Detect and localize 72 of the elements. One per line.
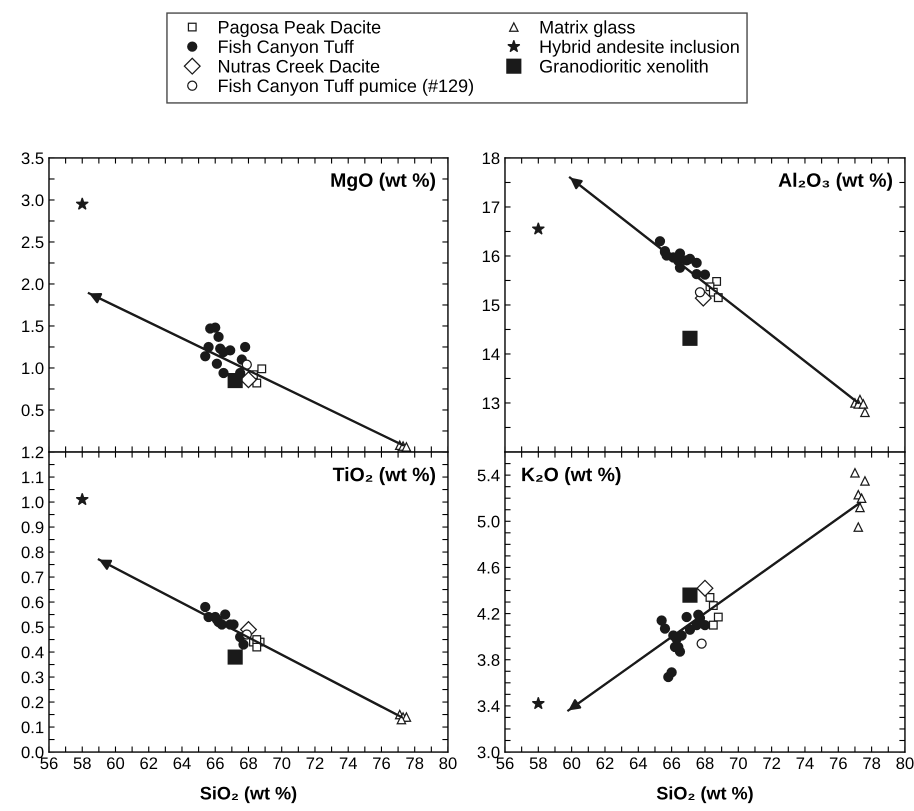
x-tick-label: 70 [730, 757, 747, 770]
text: Al₂O₃ (wt %) [778, 172, 892, 191]
y-tick-label: 1.2 [22, 446, 44, 458]
x-tick-label: 68 [240, 757, 258, 770]
x-tick-label: 72 [763, 757, 780, 769]
legend-label: Fish Canyon Tuff pumice (#129) [219, 78, 473, 96]
text: MgO (wt %) [331, 172, 436, 191]
x-tick-label: 76 [373, 757, 390, 770]
x-tick-label: 66 [663, 757, 680, 770]
y-tick-label: 2.5 [22, 236, 44, 248]
legend-label: Fish Canyon Tuff [219, 40, 354, 57]
y-tick-label: 0.2 [22, 696, 44, 708]
x-tick-label: 58 [74, 757, 91, 770]
x-tick-label: 78 [863, 757, 880, 770]
y-tick-label: 5.0 [478, 516, 500, 528]
y-tick-label: 3.0 [478, 746, 500, 758]
x-tick-label: 66 [206, 757, 224, 770]
y-tick-label: 14 [482, 348, 500, 360]
y-tick-label: 0.7 [22, 571, 44, 584]
legend-label: Pagosa Peak Dacite [219, 20, 380, 38]
x-tick-label: 64 [174, 757, 191, 770]
y-tick-label: 18 [482, 152, 500, 164]
y-tick-label: 15 [482, 300, 500, 312]
y-tick-label: 3.5 [22, 152, 44, 164]
x-tick-label: 68 [696, 757, 714, 770]
x-tick-label: 78 [406, 757, 424, 770]
y-tick-label: 5.4 [478, 470, 500, 482]
x-tick-label: 56 [40, 757, 58, 770]
text: K₂O (wt %) [522, 467, 620, 486]
y-tick-label: 0.3 [22, 671, 44, 684]
x-axis-title: SiO₂ (wt %) [656, 786, 753, 804]
y-tick-label: 3.8 [478, 654, 500, 666]
legend-label: Nutras Creek Dacite [219, 59, 380, 73]
x-tick-label: 56 [496, 757, 514, 770]
y-tick-label: 1.1 [22, 472, 44, 484]
x-axis-title: SiO₂ (wt %) [200, 786, 296, 804]
x-tick-label: 80 [896, 757, 914, 770]
y-tick-label: 0.0 [22, 746, 44, 758]
y-tick-label: 0.1 [22, 721, 44, 734]
y-tick-label: 1.0 [22, 362, 44, 374]
y-tick-label: 0.5 [22, 404, 44, 416]
x-tick-label: 72 [306, 757, 324, 769]
x-tick-label: 70 [273, 757, 290, 770]
y-tick-label: 17 [482, 202, 500, 214]
y-tick-label: 0.8 [22, 546, 44, 558]
x-tick-label: 76 [830, 757, 847, 770]
y-tick-label: 3.4 [478, 700, 500, 712]
y-tick-label: 3.0 [22, 194, 44, 206]
x-tick-label: 74 [340, 758, 357, 769]
x-tick-label: 58 [530, 757, 547, 770]
y-tick-label: 16 [482, 250, 500, 262]
y-tick-label: 1.5 [22, 320, 44, 332]
y-tick-label: 4.6 [477, 562, 500, 574]
y-tick-label: 0.9 [22, 521, 44, 534]
x-tick-label: 80 [439, 757, 457, 770]
text: TiO₂ (wt %) [332, 467, 436, 486]
legend-label: Granodioritic xenolith [540, 59, 708, 73]
x-tick-label: 60 [107, 757, 124, 770]
legend-label: Hybrid andesite inclusion [540, 40, 739, 57]
x-tick-label: 62 [596, 757, 614, 770]
y-tick-label: 1.0 [22, 496, 44, 508]
y-tick-label: 13 [482, 397, 500, 410]
x-tick-label: 74 [796, 758, 814, 769]
y-tick-label: 4.2 [477, 608, 500, 620]
x-tick-label: 64 [630, 757, 648, 770]
legend-label: Matrix glass [540, 20, 635, 38]
y-tick-label: 0.5 [22, 621, 44, 634]
y-tick-label: 0.6 [22, 596, 44, 608]
y-tick-label: 2.0 [22, 278, 44, 290]
y-tick-label: 0.4 [22, 646, 44, 658]
x-tick-label: 62 [140, 757, 158, 770]
x-tick-label: 60 [563, 757, 580, 770]
